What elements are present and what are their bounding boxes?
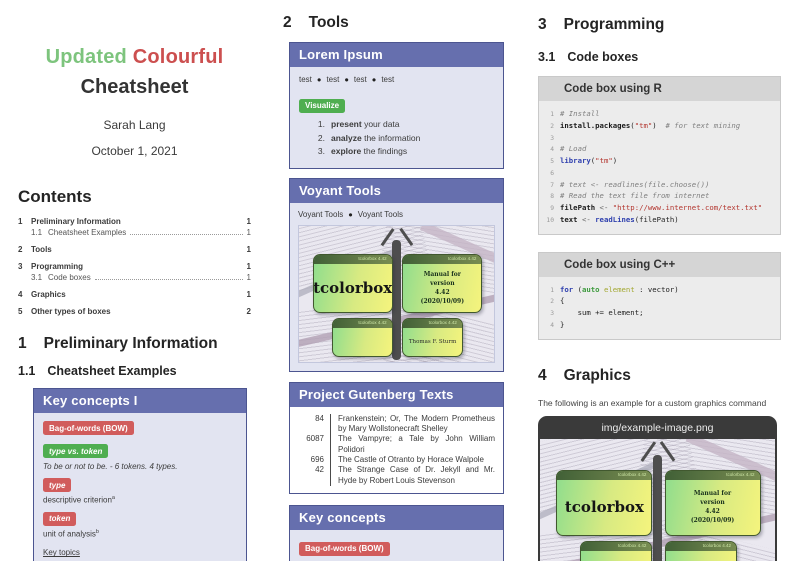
key-concepts-2-box: Key concepts Bag-of-words (BOW) Zipf's L… bbox=[289, 505, 504, 561]
code-line: 1 for (auto element : vector) bbox=[550, 284, 679, 294]
voyant-tools-box: Voyant Tools Voyant Tools ● Voyant Tools bbox=[289, 177, 504, 372]
dot-separator-icon: ● bbox=[348, 209, 353, 219]
list-item: 1. present your data bbox=[317, 119, 400, 129]
cpp-code-box: Code box using C++ 1 for (auto element : … bbox=[538, 251, 781, 340]
code-line: 8 # Read the text file from internet bbox=[550, 191, 710, 201]
dot-leader bbox=[94, 279, 243, 280]
title-word-colourful: Colourful bbox=[132, 46, 224, 68]
table-row: 696 The Castle of Otranto by Horace Walp… bbox=[298, 455, 495, 466]
list-item: 2. analyze the information bbox=[317, 132, 421, 143]
cpp-code-box-header: Code box using C++ bbox=[539, 252, 780, 277]
key-concepts-2-header: Key concepts bbox=[290, 506, 503, 531]
toc-entry-1[interactable]: 1 Preliminary Information 1 bbox=[18, 217, 251, 226]
key-concepts-1-box: Key concepts I Bag-of-words (BOW) type v… bbox=[33, 388, 247, 561]
key-concepts-1-header: Key concepts I bbox=[34, 389, 246, 413]
badge-type: type bbox=[43, 478, 72, 492]
lorem-ipsum-header: Lorem Ipsum bbox=[290, 43, 503, 67]
column-right: 3 Programming 3.1 Code boxes Code box us… bbox=[538, 0, 781, 561]
toc-entry-3-1[interactable]: 3.1 Code boxes 1 bbox=[31, 273, 251, 282]
dot-separator-icon: ● bbox=[344, 75, 349, 84]
author: Sarah Lang bbox=[103, 118, 166, 132]
toc-entry-5[interactable]: 5 Other types of boxes 2 bbox=[18, 307, 251, 316]
code-line: 9 filePath <- "http://www.internet.com/te… bbox=[550, 203, 763, 212]
poster-box-empty: tcolorbox 4.42 bbox=[332, 317, 393, 357]
badge-bag-of-words: Bag-of-words (BOW) bbox=[43, 421, 134, 435]
poster-box-author: tcolorbox 4.42 Thomas F. Sturm bbox=[664, 541, 738, 561]
type-definition: descriptive criteriona bbox=[43, 495, 115, 505]
token-definition: unit of analysisb bbox=[43, 528, 99, 539]
poster-box-author: tcolorbox 4.42 Thomas F. Sturm bbox=[402, 317, 463, 357]
code-line: 2{ bbox=[550, 296, 565, 306]
code-line: 5 library("tm") bbox=[550, 156, 618, 165]
tcolorbox-poster-image: tcolorbox 4.42 tcolorbox tcolorbox 4.42 … bbox=[298, 224, 495, 363]
badge-token: token bbox=[43, 511, 77, 526]
voyant-tools-header: Voyant Tools bbox=[290, 178, 503, 203]
dot-separator-icon: ● bbox=[371, 75, 377, 84]
poster-box-manual: tcolorbox 4.42 Manual for version 4.42 (… bbox=[664, 470, 761, 536]
type-token-example: To be or not to be. - 6 tokens. 4 types. bbox=[43, 462, 178, 471]
gutenberg-box: Project Gutenberg Texts 84 Frankenstein;… bbox=[289, 381, 504, 495]
lorem-ipsum-box: Lorem Ipsum test ● test ● test ● test Visualiz… bbox=[289, 42, 504, 169]
toc-entry-1-1[interactable]: 1.1 Cheatsheet Examples 1 bbox=[31, 228, 251, 237]
list-item: 3. explore the findings bbox=[317, 146, 408, 156]
section-4-heading: 4 Graphics bbox=[538, 366, 631, 384]
page-title: Updated Colourful bbox=[18, 46, 251, 69]
poster-box-empty: tcolorbox 4.42 bbox=[579, 541, 653, 561]
poster-box-manual: tcolorbox 4.42 Manual for version 4.42 (… bbox=[402, 254, 483, 314]
contents-heading: Contents bbox=[18, 187, 92, 206]
date: October 1, 2021 bbox=[91, 144, 178, 158]
code-line: 3 bbox=[550, 134, 554, 142]
dot-separator-icon: ● bbox=[316, 75, 322, 84]
poster-box-title: tcolorbox 4.42 tcolorbox bbox=[312, 254, 393, 314]
key-topics-heading: Key topics bbox=[43, 548, 80, 558]
code-line: 7 # text <- readlines(file.choose()) bbox=[550, 179, 710, 189]
toc-entry-4[interactable]: 4 Graphics 1 bbox=[18, 290, 251, 299]
toc-entry-2[interactable]: 2 Tools 1 bbox=[18, 245, 251, 254]
code-line: 3 sum += element; bbox=[550, 308, 644, 317]
section-2-heading: 2 Tools bbox=[283, 14, 349, 31]
code-line: 4} bbox=[550, 319, 565, 329]
voyant-line: Voyant Tools ● Voyant Tools bbox=[298, 209, 403, 219]
badge-visualize: Visualize bbox=[299, 98, 346, 113]
column-middle: 2 Tools Lorem Ipsum test ● test ● test ● test … bbox=[283, 0, 509, 561]
section-3-heading: 3 Programming bbox=[538, 16, 665, 33]
footnote-mark-b: b bbox=[95, 528, 99, 535]
column-left: Updated Colourful Cheatsheet Sarah Lang … bbox=[18, 0, 251, 561]
example-image-frame: img/example-image.png tcolorbox 4.42 tco… bbox=[538, 415, 777, 561]
table-of-contents: 1 Preliminary Information 1 1.1 Cheatshe… bbox=[18, 217, 251, 316]
badge-type-vs-token: type vs. token bbox=[43, 444, 109, 458]
table-row: 42 The Strange Case of Dr. Jekyll and Mr… bbox=[315, 465, 495, 487]
footnote-mark-a: a bbox=[111, 495, 115, 501]
section-1-heading: 1 Preliminary Information bbox=[18, 335, 218, 352]
r-code-box: Code box using R 1 # Install 2 install.pac… bbox=[538, 76, 781, 235]
toc-entry-3[interactable]: 3 Programming 1 bbox=[18, 262, 251, 271]
title-word-updated: Updated bbox=[45, 46, 127, 68]
section-3-1-heading: 3.1 Code boxes bbox=[538, 50, 639, 64]
title-block: Updated Colourful Cheatsheet Sarah Lang … bbox=[18, 46, 251, 158]
code-line: 6 bbox=[550, 169, 554, 177]
code-line: 1 # Install bbox=[550, 109, 600, 118]
page-title-line2: Cheatsheet bbox=[80, 76, 189, 98]
dot-leader bbox=[130, 234, 243, 235]
tree-trunk bbox=[653, 455, 662, 561]
tcolorbox-poster-image: tcolorbox 4.42 tcolorbox tcolorbox 4.42 … bbox=[540, 438, 775, 561]
test-line: test ● test ● test ● test bbox=[299, 75, 395, 84]
poster-box-title: tcolorbox 4.42 tcolorbox bbox=[556, 470, 653, 536]
table-row: 6087 The Vampyre; a Tale by John William… bbox=[306, 434, 495, 456]
lorem-steps-list: 1. present your data 2. analyze the info… bbox=[299, 119, 494, 156]
badge-bag-of-words: Bag-of-words (BOW) bbox=[299, 541, 390, 556]
gutenberg-header: Project Gutenberg Texts bbox=[290, 382, 503, 407]
section-1-1-heading: 1.1 Cheatsheet Examples bbox=[18, 364, 177, 378]
table-row: 84 Frankenstein; Or, The Modern Promethe… bbox=[315, 413, 495, 435]
code-line: 4 # Load bbox=[550, 144, 587, 154]
graphics-intro-text: The following is an example for a custom… bbox=[538, 397, 767, 408]
code-line: 10 text <- readLines(filePath) bbox=[546, 214, 679, 224]
r-code-box-header: Code box using R bbox=[539, 77, 780, 101]
example-image-caption: img/example-image.png bbox=[601, 421, 714, 434]
tree-trunk bbox=[392, 240, 401, 361]
code-line: 2 install.packages("tm") # for text minin… bbox=[550, 120, 741, 130]
